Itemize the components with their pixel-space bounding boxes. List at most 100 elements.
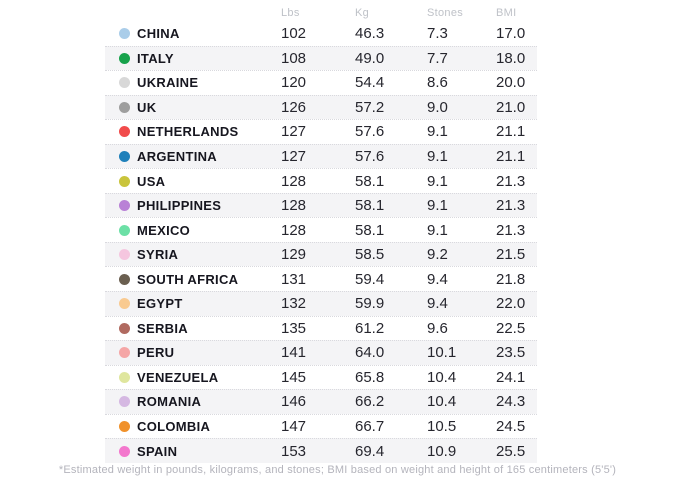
- country-cell: PERU: [105, 345, 281, 360]
- country-color-dot-icon: [119, 175, 130, 187]
- bmi-value: 21.3: [496, 221, 526, 239]
- country-label: CHINA: [137, 26, 180, 42]
- stones-value: 10.9: [427, 442, 457, 460]
- country-label: COLOMBIA: [137, 419, 211, 435]
- kg-value: 57.6: [355, 123, 385, 141]
- lbs-value: 126: [281, 98, 307, 116]
- lbs-value: 120: [281, 74, 307, 92]
- country-label: PHILIPPINES: [137, 198, 222, 214]
- kg-value: 59.4: [355, 270, 385, 288]
- country-color-dot-icon: [119, 52, 130, 64]
- bmi-value: 21.0: [496, 98, 526, 116]
- table-row: SOUTH AFRICA 131 59.4 9.4 21.8: [105, 266, 537, 291]
- country-color-dot-icon: [119, 101, 130, 113]
- country-label: SOUTH AFRICA: [137, 271, 239, 287]
- stones-value: 9.1: [427, 148, 448, 165]
- bmi-value: 18.0: [496, 49, 526, 67]
- country-color-dot-icon: [119, 28, 130, 40]
- kg-value: 46.3: [355, 25, 385, 43]
- stones-value: 9.1: [427, 172, 448, 190]
- bmi-value: 24.1: [496, 368, 526, 386]
- lbs-value: 132: [281, 295, 307, 313]
- country-cell: CHINA: [105, 26, 281, 41]
- lbs-value: 153: [281, 442, 307, 460]
- bmi-value: 21.1: [496, 123, 526, 141]
- lbs-value: 128: [281, 221, 307, 239]
- table-row: EGYPT 132 59.9 9.4 22.0: [105, 291, 537, 316]
- table-row: USA 128 58.1 9.1 21.3: [105, 168, 537, 193]
- country-color-dot-icon: [119, 77, 130, 89]
- bmi-value: 21.8: [496, 270, 526, 288]
- country-cell: SERBIA: [105, 321, 281, 336]
- country-color-dot-icon: [119, 298, 130, 310]
- country-label: EGYPT: [137, 296, 183, 312]
- bmi-value: 21.5: [496, 246, 526, 264]
- country-label: NETHERLANDS: [137, 124, 239, 140]
- country-color-dot-icon: [119, 224, 130, 236]
- country-cell: USA: [105, 174, 281, 189]
- country-label: UKRAINE: [137, 75, 199, 91]
- table-row: SYRIA 129 58.5 9.2 21.5: [105, 241, 537, 267]
- country-cell: VENEZUELA: [105, 370, 281, 385]
- stones-value: 9.1: [427, 123, 448, 141]
- kg-value: 57.2: [355, 98, 385, 116]
- country-label: USA: [137, 173, 166, 189]
- country-label: ROMANIA: [137, 394, 202, 410]
- kg-value: 54.4: [355, 74, 385, 92]
- bmi-value: 17.0: [496, 25, 526, 43]
- country-color-dot-icon: [119, 396, 130, 408]
- kg-value: 58.1: [355, 172, 385, 190]
- stones-value: 9.4: [427, 295, 448, 313]
- country-cell: PHILIPPINES: [105, 198, 281, 213]
- table-row: VENEZUELA 145 65.8 10.4 24.1: [105, 364, 537, 390]
- table-row: PERU 141 64.0 10.1 23.5: [105, 340, 537, 365]
- stones-value: 9.6: [427, 319, 448, 337]
- table-row: ITALY 108 49.0 7.7 18.0: [105, 45, 537, 71]
- country-cell: MEXICO: [105, 223, 281, 238]
- column-header-kg: Kg: [355, 7, 370, 19]
- stones-value: 8.6: [427, 74, 448, 92]
- lbs-value: 128: [281, 197, 307, 215]
- country-label: ITALY: [137, 50, 174, 66]
- country-color-dot-icon: [119, 445, 130, 457]
- kg-value: 58.1: [355, 197, 385, 215]
- country-color-dot-icon: [119, 200, 130, 212]
- table-row: PHILIPPINES 128 58.1 9.1 21.3: [105, 192, 537, 218]
- table-row: CHINA 102 46.3 7.3 17.0: [105, 21, 537, 46]
- kg-value: 49.0: [355, 49, 385, 67]
- kg-value: 58.1: [355, 221, 385, 239]
- stones-value: 9.0: [427, 98, 448, 116]
- lbs-value: 141: [281, 344, 307, 362]
- country-cell: UK: [105, 100, 281, 115]
- lbs-value: 135: [281, 319, 307, 337]
- country-color-dot-icon: [119, 126, 130, 138]
- column-header-lbs: Lbs: [281, 7, 300, 19]
- lbs-value: 129: [281, 246, 307, 264]
- country-cell: ITALY: [105, 51, 281, 66]
- bmi-value: 25.5: [496, 442, 526, 460]
- bmi-value: 21.3: [496, 172, 526, 190]
- bmi-value: 24.5: [496, 418, 526, 436]
- stones-value: 9.4: [427, 270, 448, 288]
- country-color-dot-icon: [119, 322, 130, 334]
- kg-value: 65.8: [355, 368, 385, 386]
- stones-value: 10.4: [427, 393, 457, 411]
- country-label: SERBIA: [137, 320, 188, 336]
- country-cell: UKRAINE: [105, 75, 281, 90]
- stones-value: 10.1: [427, 344, 457, 362]
- weight-table: Lbs Kg Stones BMI CHINA 102 46.3 7.3 17.…: [105, 5, 537, 463]
- stones-value: 9.2: [427, 246, 448, 264]
- table-header-row: Lbs Kg Stones BMI: [105, 5, 537, 21]
- country-cell: ROMANIA: [105, 394, 281, 409]
- footnote: *Estimated weight in pounds, kilograms, …: [58, 464, 617, 476]
- country-label: ARGENTINA: [137, 149, 217, 164]
- country-color-dot-icon: [119, 347, 130, 359]
- bmi-value: 23.5: [496, 344, 526, 362]
- country-label: SPAIN: [137, 443, 178, 459]
- kg-value: 58.5: [355, 246, 385, 264]
- table-row: UK 126 57.2 9.0 21.0: [105, 94, 537, 120]
- kg-value: 61.2: [355, 319, 385, 337]
- country-label: MEXICO: [137, 222, 191, 238]
- country-color-dot-icon: [119, 421, 130, 433]
- kg-value: 64.0: [355, 344, 385, 362]
